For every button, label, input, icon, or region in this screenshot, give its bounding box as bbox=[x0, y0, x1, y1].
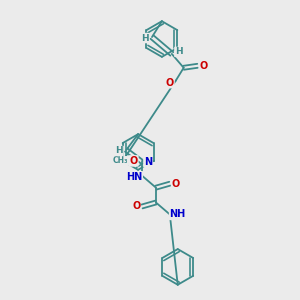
Text: H: H bbox=[141, 34, 149, 43]
Text: O: O bbox=[130, 156, 138, 166]
Text: O: O bbox=[132, 202, 140, 212]
Text: CH₃: CH₃ bbox=[113, 156, 129, 165]
Text: O: O bbox=[172, 179, 180, 189]
Text: O: O bbox=[200, 61, 208, 71]
Text: N: N bbox=[144, 157, 152, 167]
Text: H: H bbox=[175, 47, 182, 56]
Text: NH: NH bbox=[169, 209, 186, 219]
Text: HN: HN bbox=[126, 172, 142, 182]
Text: O: O bbox=[166, 78, 174, 88]
Text: H: H bbox=[116, 146, 123, 155]
